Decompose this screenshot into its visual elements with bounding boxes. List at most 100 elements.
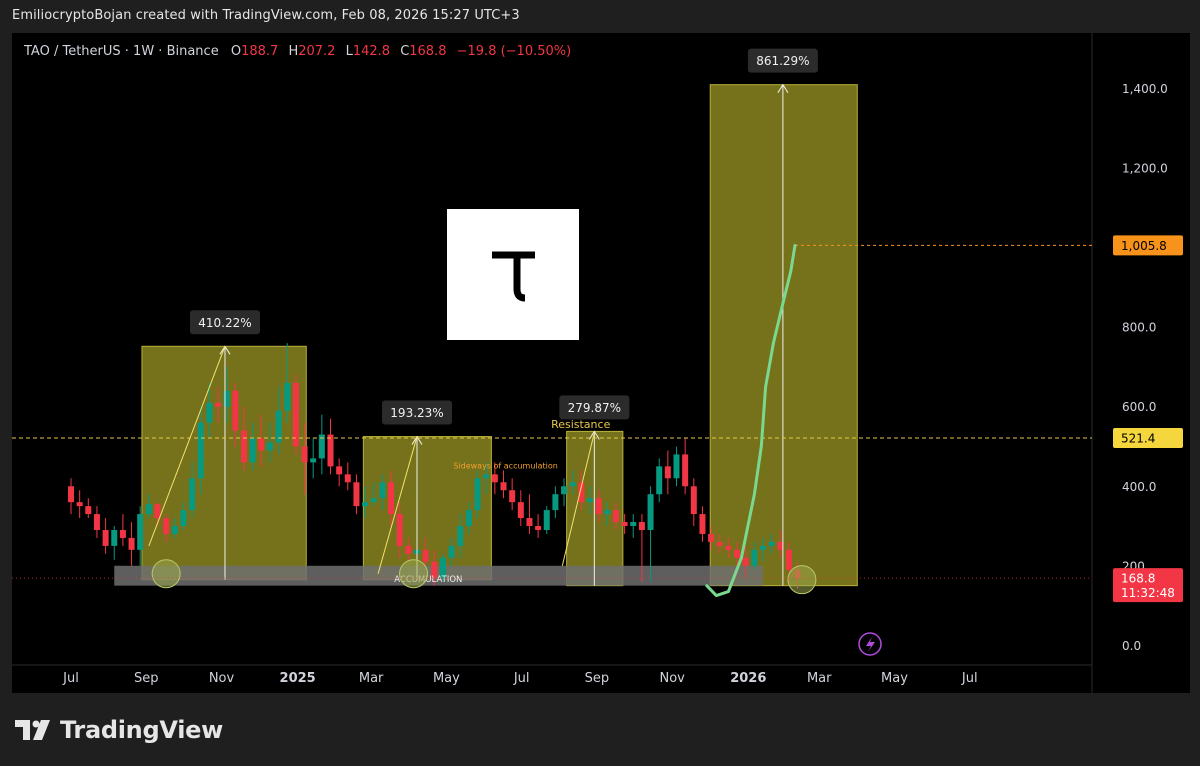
measure-label-box — [189, 310, 260, 335]
candle-body — [552, 494, 559, 511]
measure-arrow-head — [219, 345, 231, 355]
candle-body — [587, 498, 593, 503]
candle-body — [656, 466, 663, 495]
candle-body — [76, 502, 83, 507]
candle-body — [154, 504, 161, 519]
time-tick-label: Jul — [513, 671, 530, 686]
accumulation-marker — [399, 559, 429, 589]
candle-body — [699, 514, 706, 534]
candle-body — [353, 482, 360, 507]
measure-label: 193.23% — [390, 406, 443, 420]
chart-canvas[interactable]: 410.22% 193.23% 279.87% 861.29% ACCUMULATION… — [12, 33, 1190, 693]
candle-body — [180, 510, 187, 527]
tao-logo-icon — [492, 251, 535, 302]
candle-body — [578, 482, 585, 503]
accumulation-marker — [151, 559, 181, 589]
measure-arrow-head — [411, 435, 423, 445]
candle-body — [612, 510, 619, 523]
measure-arrow-head — [777, 83, 789, 93]
candle-body — [128, 537, 135, 550]
measure-zone[interactable] — [709, 84, 858, 587]
candle-body — [206, 402, 213, 423]
lightning-icon-bolt — [866, 637, 875, 652]
candle-body — [768, 541, 775, 546]
legend-high: H207.2 — [288, 44, 336, 59]
candle-body — [569, 482, 576, 487]
time-tick-label: Mar — [807, 671, 832, 686]
lightning-icon[interactable] — [858, 632, 882, 656]
candle-body — [284, 382, 291, 411]
legend-symbol[interactable]: TAO / TetherUS · 1W · Binance — [24, 44, 219, 59]
sideways-label: Sideways of accumulation — [453, 461, 558, 470]
candle-body — [258, 438, 265, 451]
time-tick-label: Mar — [359, 671, 384, 686]
candle-body — [708, 533, 715, 542]
candle-body — [621, 522, 628, 527]
candle-body — [336, 466, 343, 475]
accumulation-label: ACCUMULATION — [394, 575, 462, 585]
candle-body — [630, 522, 637, 527]
measure-label-box — [747, 48, 818, 73]
candle-body — [742, 557, 749, 566]
candle-body — [673, 454, 680, 479]
candle-body — [760, 545, 766, 550]
chart-panel[interactable]: 410.22% 193.23% 279.87% 861.29% ACCUMULATION… — [12, 33, 1190, 693]
tradingview-logo[interactable]: TradingView — [14, 716, 223, 744]
target-price-badge-box[interactable] — [1113, 235, 1183, 256]
candle-body — [362, 502, 369, 507]
candle-body — [405, 545, 412, 554]
candle-body — [474, 478, 481, 511]
trend-line[interactable] — [377, 436, 418, 574]
candle-body — [145, 504, 152, 515]
candle-body — [197, 422, 204, 479]
symbol-legend[interactable]: TAO / TetherUS · 1W · Binance O188.7 H20… — [24, 44, 571, 59]
accumulation-band[interactable] — [114, 565, 763, 586]
time-tick-label: Nov — [659, 671, 685, 686]
trend-line[interactable] — [148, 346, 226, 547]
candle-body — [431, 561, 438, 578]
resistance-price-badge-box[interactable] — [1113, 427, 1183, 448]
legend-low: L142.8 — [345, 44, 391, 59]
candle-body — [223, 390, 230, 407]
candle-body — [491, 474, 498, 483]
accumulation-marker — [787, 565, 817, 595]
candle-body — [647, 494, 654, 530]
measure-label: 861.29% — [756, 54, 809, 68]
price-tick-label: 400.0 — [1122, 480, 1156, 494]
measure-label-box — [382, 400, 452, 425]
candle-body — [119, 529, 126, 538]
candle-body — [171, 526, 178, 534]
candle-body — [664, 466, 671, 479]
measure-zone[interactable] — [141, 345, 307, 581]
price-tick-label: 0.0 — [1122, 639, 1141, 653]
measure-label-box — [559, 395, 630, 420]
candle-body — [448, 545, 455, 558]
current-price-badge-box[interactable] — [1113, 568, 1183, 603]
candle-body — [751, 549, 758, 566]
candle-body — [517, 502, 524, 519]
measure-label: 279.87% — [568, 401, 621, 415]
candle-body — [344, 474, 351, 483]
chart-credit: EmiliocryptoBojan created with TradingVi… — [12, 8, 520, 23]
price-tick-label: 800.0 — [1122, 321, 1156, 335]
candle-body — [275, 410, 282, 443]
candle-body — [241, 430, 247, 463]
candle-body — [301, 446, 308, 463]
projection-path[interactable] — [705, 243, 797, 598]
candle-body — [682, 454, 689, 487]
candle-body — [509, 490, 516, 503]
time-tick-label: Jul — [961, 671, 978, 686]
candle-body — [310, 458, 317, 463]
time-tick-label: Jul — [62, 671, 79, 686]
legend-close: C168.8 — [400, 44, 447, 59]
candle-body — [266, 442, 273, 451]
candle-body — [232, 390, 239, 431]
candle-body — [318, 434, 325, 459]
tradingview-logo-text: TradingView — [60, 716, 223, 744]
candle-body — [734, 549, 741, 558]
resistance-label: Resistance — [551, 418, 611, 431]
candle-body — [137, 514, 144, 550]
tradingview-logo-icon — [15, 720, 50, 740]
trend-line[interactable] — [561, 432, 595, 566]
candle-body — [111, 529, 118, 546]
